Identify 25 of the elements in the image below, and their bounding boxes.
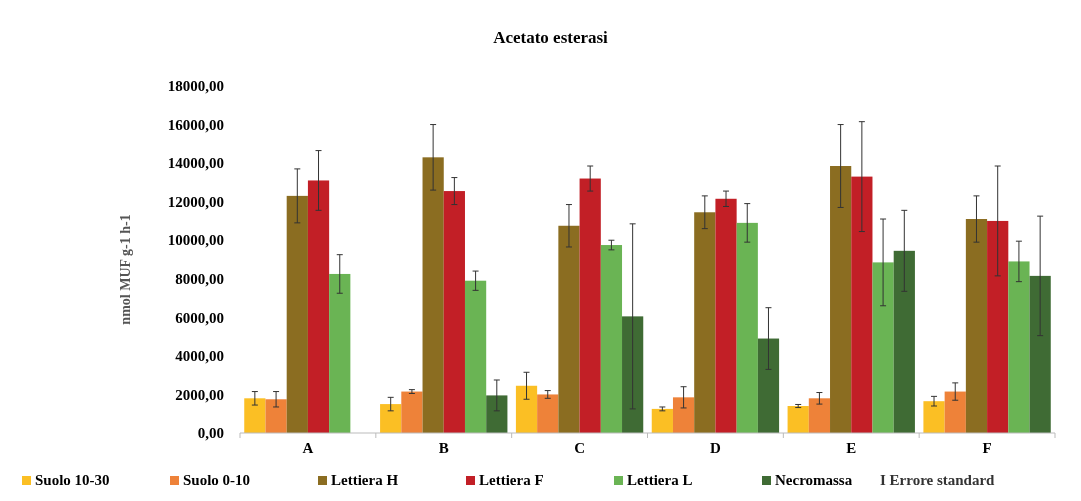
legend-label: Lettiera F [479,472,544,488]
text: I Errore standard [880,472,996,488]
x-tick-label: E [846,440,857,456]
legend-label: Lettiera H [331,472,399,488]
x-tick-label: D [709,440,721,456]
chart-title: Acetato esterasi [493,28,609,47]
x-tick-label: F [982,440,992,456]
y-tick-label: 10000,00 [167,232,224,249]
y-tick-label: 16000,00 [167,116,224,133]
y-axis-title: nmol MUF g-1 h-1 [118,214,133,325]
y-tick-label: 4000,00 [175,348,224,365]
legend-label: Suolo 10-30 [35,472,110,488]
y-tick-label: 0,00 [197,425,224,442]
x-tick-label: B [438,440,449,456]
y-tick-label: 12000,00 [167,193,224,210]
legend-label: Suolo 0-10 [183,472,251,488]
y-tick-label: 18000,00 [167,78,224,95]
legend-label: Lettiera L [627,472,693,488]
x-tick-label: A [302,440,314,456]
y-tick-label: 8000,00 [175,271,224,288]
legend-label: Necromassa [775,472,853,488]
x-tick-label: C [574,440,586,456]
y-tick-label: 6000,00 [175,309,224,326]
y-tick-label: 14000,00 [167,155,224,172]
y-tick-label: 2000,00 [175,386,224,403]
